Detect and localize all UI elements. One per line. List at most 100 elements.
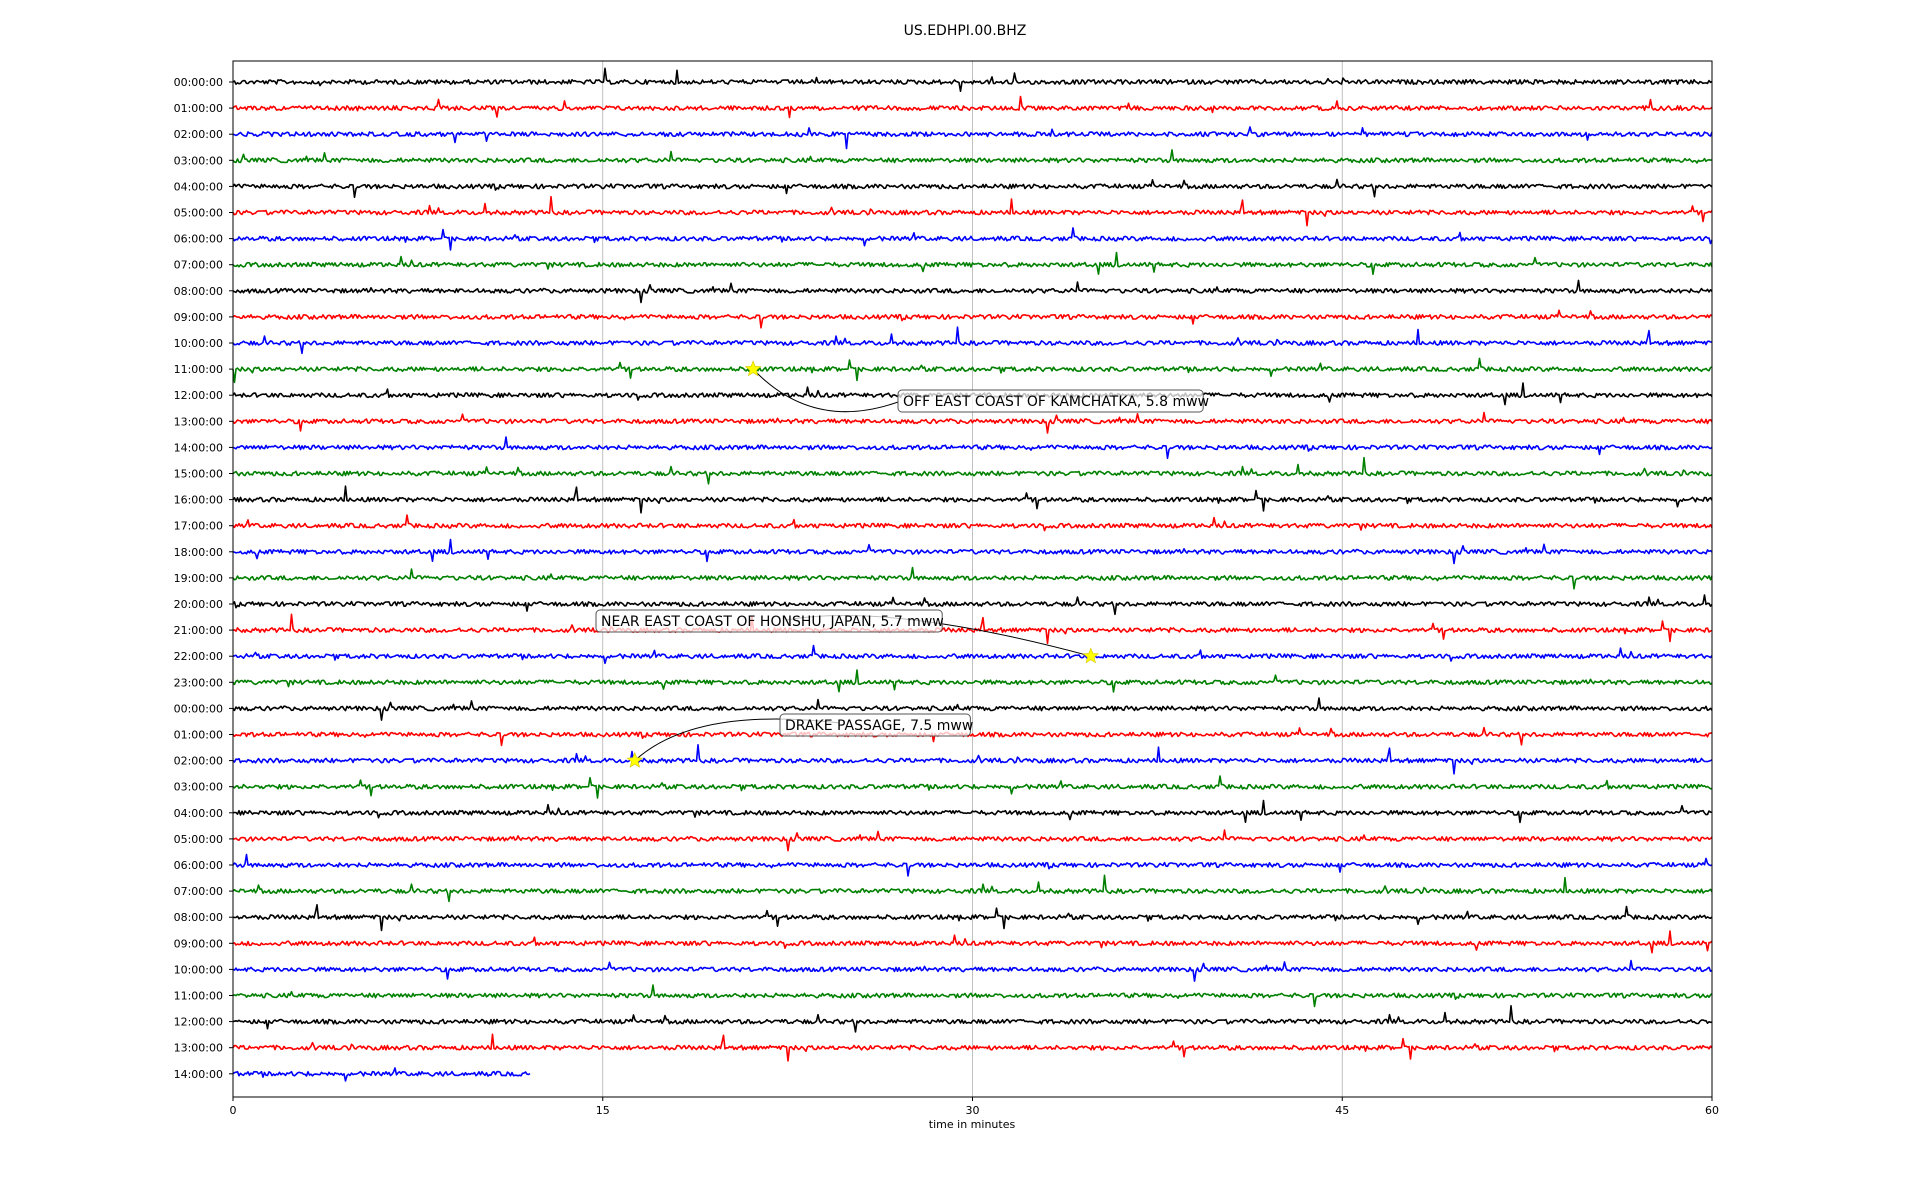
trace-line [232, 309, 1713, 329]
row-time-label: 08:00:00 [174, 911, 223, 924]
row-time-label: 14:00:00 [174, 1068, 223, 1081]
row-time-label: 17:00:00 [174, 520, 223, 533]
x-axis-ticks: 0 15 30 45 60 [230, 1097, 1719, 1117]
trace-line [232, 411, 1713, 434]
trace-line [232, 538, 1713, 565]
row-time-label: 00:00:00 [174, 702, 223, 715]
trace-line [232, 1005, 1713, 1033]
row-time-label: 21:00:00 [174, 624, 223, 637]
row-time-label: 07:00:00 [174, 885, 223, 898]
row-time-label: 14:00:00 [174, 441, 223, 454]
trace-line [233, 829, 1713, 852]
trace-line [232, 775, 1713, 799]
event-star-marker [744, 360, 762, 377]
event-label: OFF EAST COAST OF KAMCHATKA, 5.8 mww [903, 394, 1209, 410]
event-annotation: DRAKE PASSAGE, 7.5 mww [626, 713, 973, 768]
trace-line [232, 613, 1713, 645]
row-time-labels: 00:00:00 01:00:00 02:00:00 03:00:00 04:00:00… [174, 76, 233, 1081]
event-label: DRAKE PASSAGE, 7.5 mww [785, 718, 973, 734]
x-tick-label: 15 [596, 1104, 610, 1117]
seismic-traces [232, 67, 1713, 1082]
row-time-label: 12:00:00 [174, 1016, 223, 1029]
row-time-label: 22:00:00 [174, 650, 223, 663]
row-time-label: 16:00:00 [174, 494, 223, 507]
event-label: NEAR EAST COAST OF HONSHU, JAPAN, 5.7 mw… [601, 614, 944, 630]
trace-line [232, 644, 1713, 665]
row-time-label: 09:00:00 [174, 311, 223, 324]
row-time-label: 15:00:00 [174, 468, 223, 481]
row-time-label: 12:00:00 [174, 389, 223, 402]
row-time-label: 20:00:00 [174, 598, 223, 611]
row-time-label: 04:00:00 [174, 180, 223, 193]
row-time-label: 09:00:00 [174, 937, 223, 950]
trace-line [232, 514, 1713, 532]
trace-line [232, 1033, 1713, 1062]
trace-line [232, 227, 1713, 251]
trace-line [232, 95, 1713, 119]
annotation-box [897, 389, 1204, 413]
trace-line [232, 357, 1713, 384]
trace-line [232, 326, 1713, 355]
row-time-label: 18:00:00 [174, 546, 223, 559]
row-time-label: 06:00:00 [174, 859, 223, 872]
annotation-connector [752, 368, 899, 413]
row-time-label: 11:00:00 [174, 990, 223, 1003]
trace-line [232, 456, 1713, 485]
trace-line [232, 279, 1713, 304]
row-time-label: 02:00:00 [174, 128, 223, 141]
row-time-label: 02:00:00 [174, 755, 223, 768]
event-star-marker [626, 751, 644, 768]
row-time-label: 19:00:00 [174, 572, 223, 585]
trace-line [232, 726, 1713, 747]
trace-line [232, 126, 1713, 150]
x-tick-label: 45 [1335, 1104, 1349, 1117]
trace-line [232, 149, 1713, 164]
trace-line [232, 904, 1713, 932]
row-time-label: 10:00:00 [174, 337, 223, 350]
trace-line [232, 67, 1713, 92]
trace-line [232, 853, 1713, 877]
trace-line [232, 697, 1713, 721]
event-star-marker [1082, 647, 1100, 664]
x-tick-label: 30 [966, 1104, 980, 1117]
row-time-label: 11:00:00 [174, 363, 223, 376]
x-axis-label: time in minutes [929, 1118, 1016, 1131]
row-time-label: 01:00:00 [174, 102, 223, 115]
trace-line [232, 744, 1713, 775]
event-annotation: NEAR EAST COAST OF HONSHU, JAPAN, 5.7 mw… [595, 609, 1100, 664]
row-time-label: 01:00:00 [174, 729, 223, 742]
row-time-label: 13:00:00 [174, 415, 223, 428]
trace-line [232, 566, 1713, 590]
trace-line [232, 436, 1713, 460]
event-annotation: OFF EAST COAST OF KAMCHATKA, 5.8 mww [744, 360, 1209, 413]
row-time-label: 03:00:00 [174, 781, 223, 794]
trace-line [232, 195, 1713, 227]
trace-line [232, 251, 1713, 276]
row-time-label: 23:00:00 [174, 676, 223, 689]
row-time-label: 08:00:00 [174, 285, 223, 298]
row-time-label: 04:00:00 [174, 807, 223, 820]
trace-line [232, 178, 1713, 199]
row-time-label: 05:00:00 [174, 207, 223, 220]
chart-title: US.EDHPI.00.BHZ [904, 23, 1027, 39]
x-tick-label: 0 [230, 1104, 237, 1117]
x-tick-label: 60 [1705, 1104, 1719, 1117]
trace-line [232, 669, 1713, 693]
row-time-label: 07:00:00 [174, 259, 223, 272]
trace-line [232, 959, 1713, 982]
trace-line [232, 1067, 531, 1082]
trace-line [232, 984, 1713, 1008]
trace-line [232, 930, 1713, 954]
row-time-label: 13:00:00 [174, 1042, 223, 1055]
row-time-label: 05:00:00 [174, 833, 223, 846]
trace-line [232, 485, 1713, 514]
row-time-label: 06:00:00 [174, 233, 223, 246]
annotation-box [779, 713, 971, 737]
annotation-box [595, 609, 943, 633]
row-time-label: 10:00:00 [174, 963, 223, 976]
trace-line [232, 594, 1713, 616]
row-time-label: 00:00:00 [174, 76, 223, 89]
event-annotations: OFF EAST COAST OF KAMCHATKA, 5.8 mww NEAR… [595, 360, 1209, 768]
row-time-label: 03:00:00 [174, 154, 223, 167]
